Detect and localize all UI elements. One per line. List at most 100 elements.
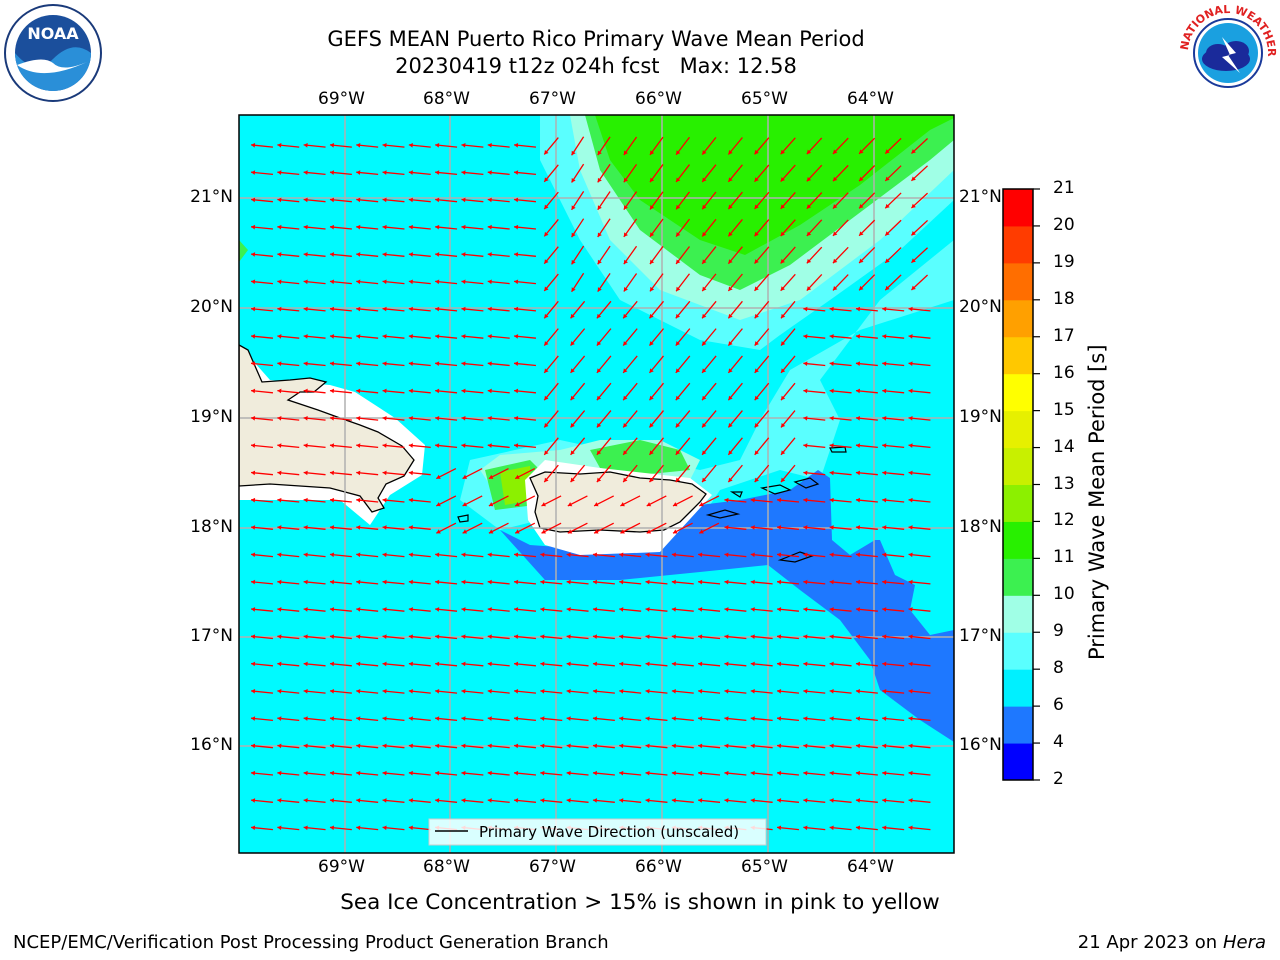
- wave-direction-arrow: [671, 607, 694, 612]
- wave-direction-arrow: [303, 443, 326, 449]
- lat-label-left: 16°N: [190, 735, 233, 755]
- wave-direction-arrow: [780, 219, 796, 237]
- wave-direction-arrow: [754, 300, 770, 319]
- lat-label-right: 16°N: [959, 735, 1002, 755]
- lon-label-bottom: 67°W: [529, 857, 576, 877]
- wave-direction-arrow: [435, 552, 458, 558]
- wave-direction-arrow: [701, 246, 717, 265]
- wave-direction-arrow: [645, 716, 668, 722]
- wave-direction-arrow: [435, 607, 458, 612]
- wave-direction-arrow: [329, 224, 352, 230]
- wave-direction-arrow: [487, 716, 510, 722]
- wave-direction-arrow: [829, 470, 852, 476]
- lon-label-top: 64°W: [847, 89, 894, 109]
- wave-direction-arrow: [250, 197, 274, 203]
- colorbar-tick-label: 8: [1053, 658, 1064, 679]
- colorbar-segment: [1003, 262, 1033, 301]
- wave-direction-arrow: [619, 552, 642, 558]
- wave-direction-arrow: [487, 607, 510, 612]
- wave-direction-arrow: [435, 224, 458, 230]
- wave-direction-arrow: [461, 197, 484, 203]
- wave-direction-arrow: [623, 163, 638, 183]
- colorbar-tick-label: 15: [1053, 399, 1075, 420]
- colorbar-segment: [1003, 225, 1033, 264]
- wave-direction-arrow: [645, 579, 668, 585]
- wave-direction-arrow: [803, 443, 826, 449]
- wave-direction-arrow: [566, 688, 589, 694]
- wave-direction-arrow: [408, 825, 431, 831]
- wave-direction-arrow: [570, 410, 586, 428]
- wave-direction-arrow: [435, 770, 458, 776]
- wave-direction-arrow: [303, 497, 326, 503]
- wave-direction-arrow: [435, 798, 458, 803]
- wave-direction-arrow: [540, 770, 563, 776]
- wave-direction-arrow: [570, 437, 586, 456]
- sea-ice-note: Sea Ice Concentration > 15% is shown in …: [340, 890, 940, 915]
- wave-direction-arrow: [803, 552, 826, 558]
- wave-direction-arrow: [250, 798, 274, 803]
- wave-direction-arrow: [855, 798, 878, 803]
- wave-direction-arrow: [303, 525, 326, 530]
- wave-direction-arrow: [356, 579, 379, 585]
- lon-label-bottom: 65°W: [741, 857, 788, 877]
- wave-direction-arrow: [780, 464, 796, 483]
- wave-direction-arrow: [675, 410, 691, 428]
- wave-direction-arrow: [303, 197, 326, 203]
- wave-direction-arrow: [649, 191, 664, 210]
- wave-direction-arrow: [724, 579, 747, 585]
- wave-direction-arrow: [408, 361, 431, 367]
- wave-direction-arrow: [727, 300, 743, 319]
- wave-direction-arrow: [303, 142, 326, 148]
- wave-direction-arrow: [329, 825, 352, 831]
- wave-direction-arrow: [829, 334, 852, 339]
- wave-direction-arrow: [593, 522, 614, 534]
- wave-direction-arrow: [803, 361, 826, 367]
- wave-direction-arrow: [329, 142, 352, 148]
- wave-direction-arrow: [356, 388, 379, 394]
- wave-direction-arrow: [855, 716, 878, 722]
- wave-direction-arrow: [698, 607, 721, 612]
- wave-direction-arrow: [329, 279, 352, 285]
- wave-direction-arrow: [882, 470, 905, 476]
- wave-direction-arrow: [592, 552, 615, 558]
- wave-direction-arrow: [566, 634, 589, 640]
- wave-direction-arrow: [435, 334, 458, 339]
- wave-direction-arrow: [513, 252, 537, 257]
- wave-direction-arrow: [750, 497, 773, 503]
- wave-direction-arrow: [329, 634, 352, 640]
- wave-direction-arrow: [435, 415, 458, 421]
- wave-direction-arrow: [487, 661, 510, 667]
- wave-direction-arrow: [882, 443, 905, 449]
- lat-label-left: 18°N: [190, 517, 233, 537]
- wave-direction-arrow: [462, 468, 483, 480]
- wave-direction-arrow: [303, 661, 326, 667]
- wave-direction-arrow: [829, 798, 852, 803]
- wave-direction-arrow: [303, 825, 326, 831]
- wave-direction-arrow: [754, 355, 770, 374]
- wave-direction-arrow: [884, 137, 902, 155]
- lon-label-top: 65°W: [741, 89, 788, 109]
- wave-direction-arrow: [250, 661, 274, 667]
- wave-direction-arrow: [596, 410, 612, 428]
- wave-direction-arrow: [829, 497, 852, 503]
- wave-direction-arrow: [487, 170, 510, 176]
- wave-direction-arrow: [250, 579, 274, 585]
- wave-direction-arrow: [303, 334, 326, 339]
- wave-direction-arrow: [780, 273, 796, 292]
- wave-direction-arrow: [855, 661, 878, 667]
- wave-direction-arrow: [250, 224, 274, 230]
- wave-direction-arrow: [356, 688, 379, 694]
- wave-direction-arrow: [303, 634, 326, 640]
- wave-direction-arrow: [908, 579, 931, 585]
- wave-direction-arrow: [566, 770, 589, 776]
- colorbar-segment: [1003, 558, 1033, 596]
- wave-direction-arrow: [303, 470, 326, 476]
- wave-direction-arrow: [462, 522, 483, 534]
- wave-direction-arrow: [329, 415, 352, 421]
- wave-direction-arrow: [724, 716, 747, 722]
- wave-direction-arrow: [382, 661, 405, 667]
- wave-direction-arrow: [910, 274, 929, 291]
- wave-direction-arrow: [649, 164, 664, 183]
- wave-direction-arrow: [408, 552, 431, 558]
